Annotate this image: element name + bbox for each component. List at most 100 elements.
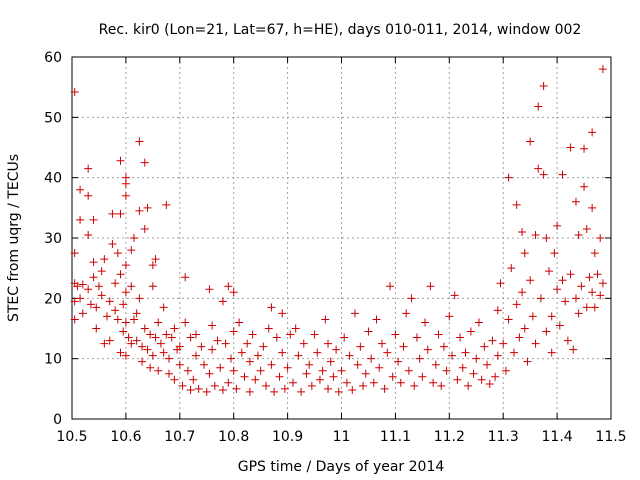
data-point bbox=[445, 312, 454, 321]
data-point bbox=[353, 360, 362, 369]
data-point bbox=[345, 351, 354, 360]
data-point bbox=[280, 384, 289, 393]
data-point bbox=[520, 249, 529, 258]
data-point bbox=[472, 354, 481, 363]
data-point bbox=[496, 279, 505, 288]
data-point bbox=[148, 261, 157, 270]
data-point bbox=[536, 294, 545, 303]
data-point bbox=[598, 65, 607, 74]
data-point bbox=[294, 351, 303, 360]
data-point bbox=[588, 128, 597, 137]
data-point bbox=[421, 318, 430, 327]
data-point bbox=[383, 348, 392, 357]
data-point bbox=[582, 303, 591, 312]
data-point bbox=[410, 381, 419, 390]
data-point bbox=[324, 339, 333, 348]
data-point bbox=[127, 282, 136, 291]
data-point bbox=[146, 330, 155, 339]
data-point bbox=[121, 261, 130, 270]
data-point bbox=[197, 342, 206, 351]
data-point bbox=[367, 354, 376, 363]
data-point bbox=[278, 348, 287, 357]
data-point bbox=[113, 315, 122, 324]
data-point bbox=[313, 348, 322, 357]
data-point bbox=[237, 348, 246, 357]
data-point bbox=[555, 321, 564, 330]
data-point bbox=[111, 306, 120, 315]
data-point bbox=[442, 366, 451, 375]
data-point bbox=[307, 381, 316, 390]
data-point bbox=[585, 273, 594, 282]
data-point bbox=[278, 309, 287, 318]
data-point bbox=[159, 303, 168, 312]
data-point bbox=[439, 342, 448, 351]
data-point bbox=[146, 363, 155, 372]
data-point bbox=[507, 264, 516, 273]
data-point bbox=[256, 366, 265, 375]
data-point bbox=[186, 333, 195, 342]
data-point bbox=[596, 291, 605, 300]
data-point bbox=[259, 342, 268, 351]
data-point bbox=[588, 203, 597, 212]
data-point bbox=[135, 206, 144, 215]
data-point bbox=[154, 366, 163, 375]
data-point bbox=[229, 366, 238, 375]
data-point bbox=[539, 170, 548, 179]
data-point bbox=[89, 215, 98, 224]
data-point bbox=[574, 309, 583, 318]
data-point bbox=[571, 294, 580, 303]
data-point bbox=[558, 276, 567, 285]
data-point bbox=[205, 369, 214, 378]
data-point bbox=[89, 273, 98, 282]
data-point bbox=[235, 318, 244, 327]
data-point bbox=[92, 324, 101, 333]
data-point bbox=[569, 345, 578, 354]
data-point bbox=[391, 330, 400, 339]
data-point bbox=[407, 294, 416, 303]
y-tick-label: 10 bbox=[44, 352, 62, 368]
data-point bbox=[531, 230, 540, 239]
data-point bbox=[577, 282, 586, 291]
data-point bbox=[447, 351, 456, 360]
data-point bbox=[574, 230, 583, 239]
data-point bbox=[232, 384, 241, 393]
data-point bbox=[205, 285, 214, 294]
data-point bbox=[493, 351, 502, 360]
data-point bbox=[270, 387, 279, 396]
data-point bbox=[596, 234, 605, 242]
data-point bbox=[135, 294, 144, 303]
data-point bbox=[245, 387, 254, 396]
data-point bbox=[94, 282, 103, 291]
y-tick-label: 50 bbox=[44, 110, 62, 126]
data-point bbox=[337, 366, 346, 375]
chart-title: Rec. kir0 (Lon=21, Lat=67, h=HE), days 0… bbox=[99, 22, 582, 38]
data-point bbox=[386, 282, 395, 291]
grid-lines bbox=[72, 57, 611, 419]
data-point bbox=[426, 282, 435, 291]
x-axis-ticks: 10.5 10.6 10.7 10.8 10.9 11 11.1 11.2 11.3 11.4 11… bbox=[56, 57, 627, 445]
data-point bbox=[302, 369, 311, 378]
data-point bbox=[251, 375, 260, 384]
data-point bbox=[582, 224, 591, 233]
data-point bbox=[326, 357, 335, 366]
data-point bbox=[350, 309, 359, 318]
data-point bbox=[116, 270, 125, 279]
data-point bbox=[124, 333, 133, 342]
data-point bbox=[348, 386, 357, 395]
y-tick-label: 30 bbox=[44, 231, 62, 247]
data-point bbox=[121, 318, 130, 327]
data-point bbox=[493, 306, 502, 315]
data-point bbox=[318, 366, 327, 375]
data-point bbox=[116, 348, 125, 357]
data-point bbox=[542, 234, 551, 242]
data-point bbox=[84, 191, 93, 200]
data-point bbox=[477, 375, 486, 384]
data-point bbox=[132, 336, 141, 345]
data-point bbox=[499, 339, 508, 348]
data-point bbox=[227, 354, 236, 363]
data-point bbox=[466, 327, 475, 336]
data-point bbox=[324, 384, 333, 393]
data-point bbox=[526, 137, 535, 146]
data-point bbox=[415, 354, 424, 363]
data-point bbox=[590, 249, 599, 258]
